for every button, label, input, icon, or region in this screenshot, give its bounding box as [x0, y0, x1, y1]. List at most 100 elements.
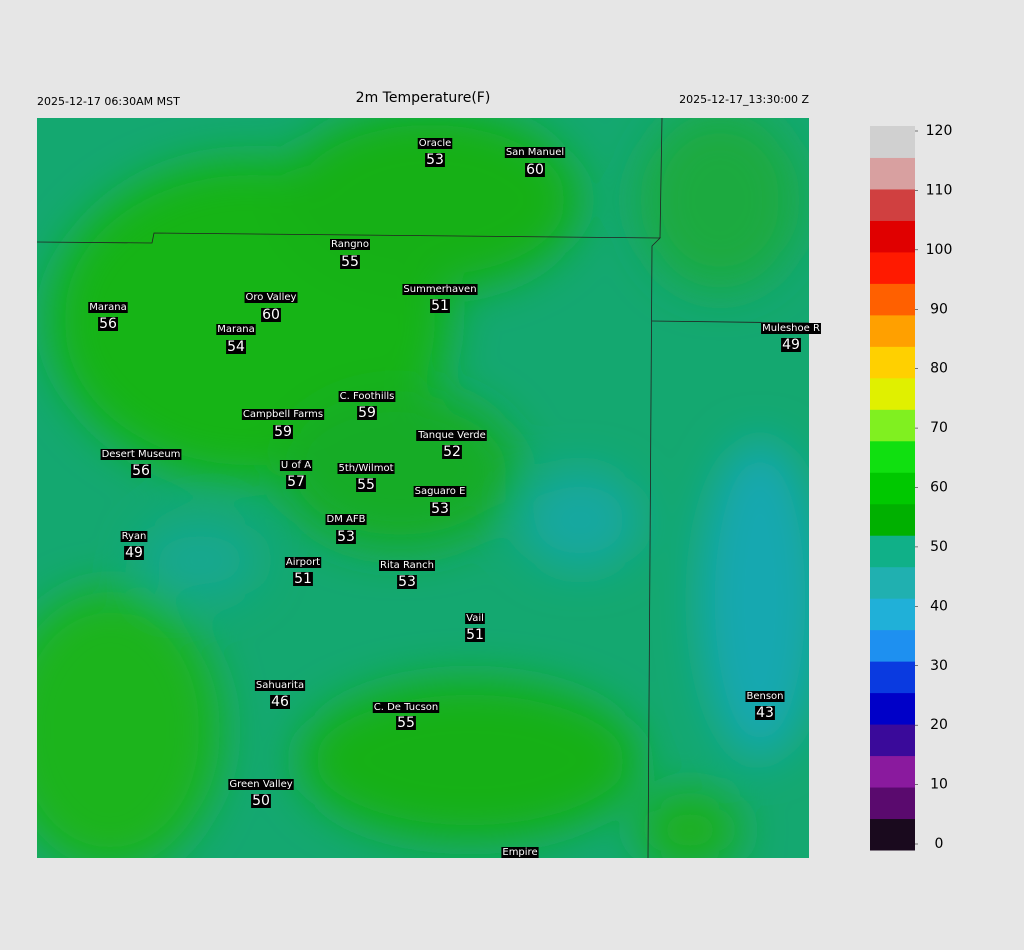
- colorbar-band: [870, 661, 915, 694]
- station: U of A 57: [279, 460, 313, 490]
- station-value-bg: [357, 406, 377, 420]
- colorbar-band: [870, 472, 915, 505]
- colorbar-tick-label: 80: [930, 361, 948, 377]
- station: C. Foothills 59: [338, 391, 396, 421]
- station-value: 53: [426, 152, 444, 168]
- station-value-bg: [525, 163, 545, 177]
- station: DM AFB 53: [325, 514, 367, 545]
- station-name: Ryan: [122, 531, 147, 542]
- station-name: Rangno: [331, 239, 369, 250]
- colorbar-band: [870, 251, 915, 284]
- station-label-bg: [416, 430, 487, 441]
- station-value: 53: [398, 574, 416, 590]
- station: Green Valley 50: [228, 779, 294, 809]
- station-value: 55: [397, 715, 415, 731]
- station-name: Oro Valley: [246, 292, 297, 303]
- station-name: Sahuarita: [256, 680, 304, 691]
- station-value-bg: [442, 445, 462, 459]
- station-label-bg: [100, 449, 182, 460]
- station: Airport 51: [284, 557, 322, 587]
- colorbar-tick-label: 110: [926, 182, 953, 198]
- station-label-bg: [402, 284, 478, 295]
- station-value-bg: [425, 153, 445, 167]
- station: Ryan 49: [120, 531, 148, 561]
- colorbar-band: [870, 377, 915, 410]
- station-name: Airport: [286, 557, 320, 568]
- station-value-bg: [336, 530, 356, 544]
- station-value: 49: [125, 545, 143, 561]
- station-label-bg: [216, 324, 256, 335]
- station-name: Tanque Verde: [417, 430, 486, 441]
- station-label-bg: [379, 560, 435, 571]
- colorbar-tick-label: 30: [930, 658, 948, 674]
- colorbar-band: [870, 724, 915, 757]
- station: Rangno 55: [330, 239, 370, 270]
- station-value-bg: [396, 716, 416, 730]
- station-name: Marana: [89, 302, 126, 313]
- station: Summerhaven 51: [402, 284, 478, 314]
- colorbar-band: [870, 346, 915, 379]
- station-name: C. Foothills: [340, 391, 395, 402]
- station-label-bg: [413, 486, 467, 497]
- station-label-bg: [337, 463, 395, 474]
- station-label-bg: [761, 323, 821, 334]
- station-name: U of A: [281, 460, 311, 471]
- station-name: Oracle: [419, 138, 452, 149]
- colorbar-band: [870, 126, 915, 158]
- station-value-bg: [124, 546, 144, 560]
- station-label-bg: [501, 847, 539, 858]
- station-value: 51: [466, 627, 484, 643]
- colorbar-tick-label: 120: [926, 123, 953, 139]
- station-value-bg: [465, 628, 485, 642]
- colorbar-tick-label: 40: [930, 598, 948, 614]
- colorbar-band: [870, 629, 915, 662]
- station-name: Empire: [502, 847, 537, 858]
- colorbar-tick-label: 20: [930, 717, 948, 733]
- station-value: 53: [431, 501, 449, 517]
- station-value-bg: [397, 575, 417, 589]
- colorbar-band: [870, 220, 915, 253]
- colorbar: 0 10 20 30 40 50 60 70 80 90 100 110 120: [870, 123, 952, 852]
- station: Marana 54: [216, 324, 256, 355]
- station: Muleshoe R 49: [761, 323, 821, 353]
- station-name: Marana: [217, 324, 254, 335]
- station: Vail 51: [465, 613, 485, 643]
- colorbar-band: [870, 440, 915, 473]
- station-value: 59: [274, 424, 292, 440]
- colorbar-band: [870, 598, 915, 631]
- station-value-bg: [251, 794, 271, 808]
- station: Oro Valley 60: [244, 292, 298, 323]
- station: Tanque Verde 52: [416, 430, 487, 460]
- station: C. De Tucson 55: [372, 702, 440, 731]
- station-name: DM AFB: [327, 514, 366, 525]
- station-value: 51: [294, 571, 312, 587]
- station-value-bg: [98, 317, 118, 331]
- station-label-bg: [254, 680, 306, 691]
- colorbar-band: [870, 787, 915, 820]
- station: Desert Museum 56: [100, 449, 182, 479]
- station-label-bg: [241, 409, 325, 420]
- colorbar-band: [870, 692, 915, 725]
- station: Benson 43: [745, 691, 785, 721]
- colorbar-band: [870, 503, 915, 536]
- station-label-bg: [284, 557, 322, 568]
- station-value: 56: [132, 463, 150, 479]
- station-value: 59: [358, 405, 376, 421]
- colorbar-band: [870, 314, 915, 347]
- station-value: 52: [443, 444, 461, 460]
- station-value-bg: [286, 475, 306, 489]
- station-label-bg: [330, 239, 370, 250]
- station-name: Green Valley: [229, 779, 292, 790]
- colorbar-tick-label: 70: [930, 420, 948, 436]
- station: Saguaro E 53: [413, 486, 467, 517]
- station-value: 60: [526, 162, 544, 178]
- colorbar-band: [870, 755, 915, 788]
- station-value: 51: [431, 298, 449, 314]
- station: Oracle 53: [417, 138, 453, 168]
- colorbar-tick-label: 0: [935, 836, 944, 852]
- valid-utc-time: 2025-12-17_13:30:00 Z: [679, 93, 809, 106]
- colorbar-band: [870, 535, 915, 568]
- station-value-bg: [270, 695, 290, 709]
- colorbar-band: [870, 818, 915, 851]
